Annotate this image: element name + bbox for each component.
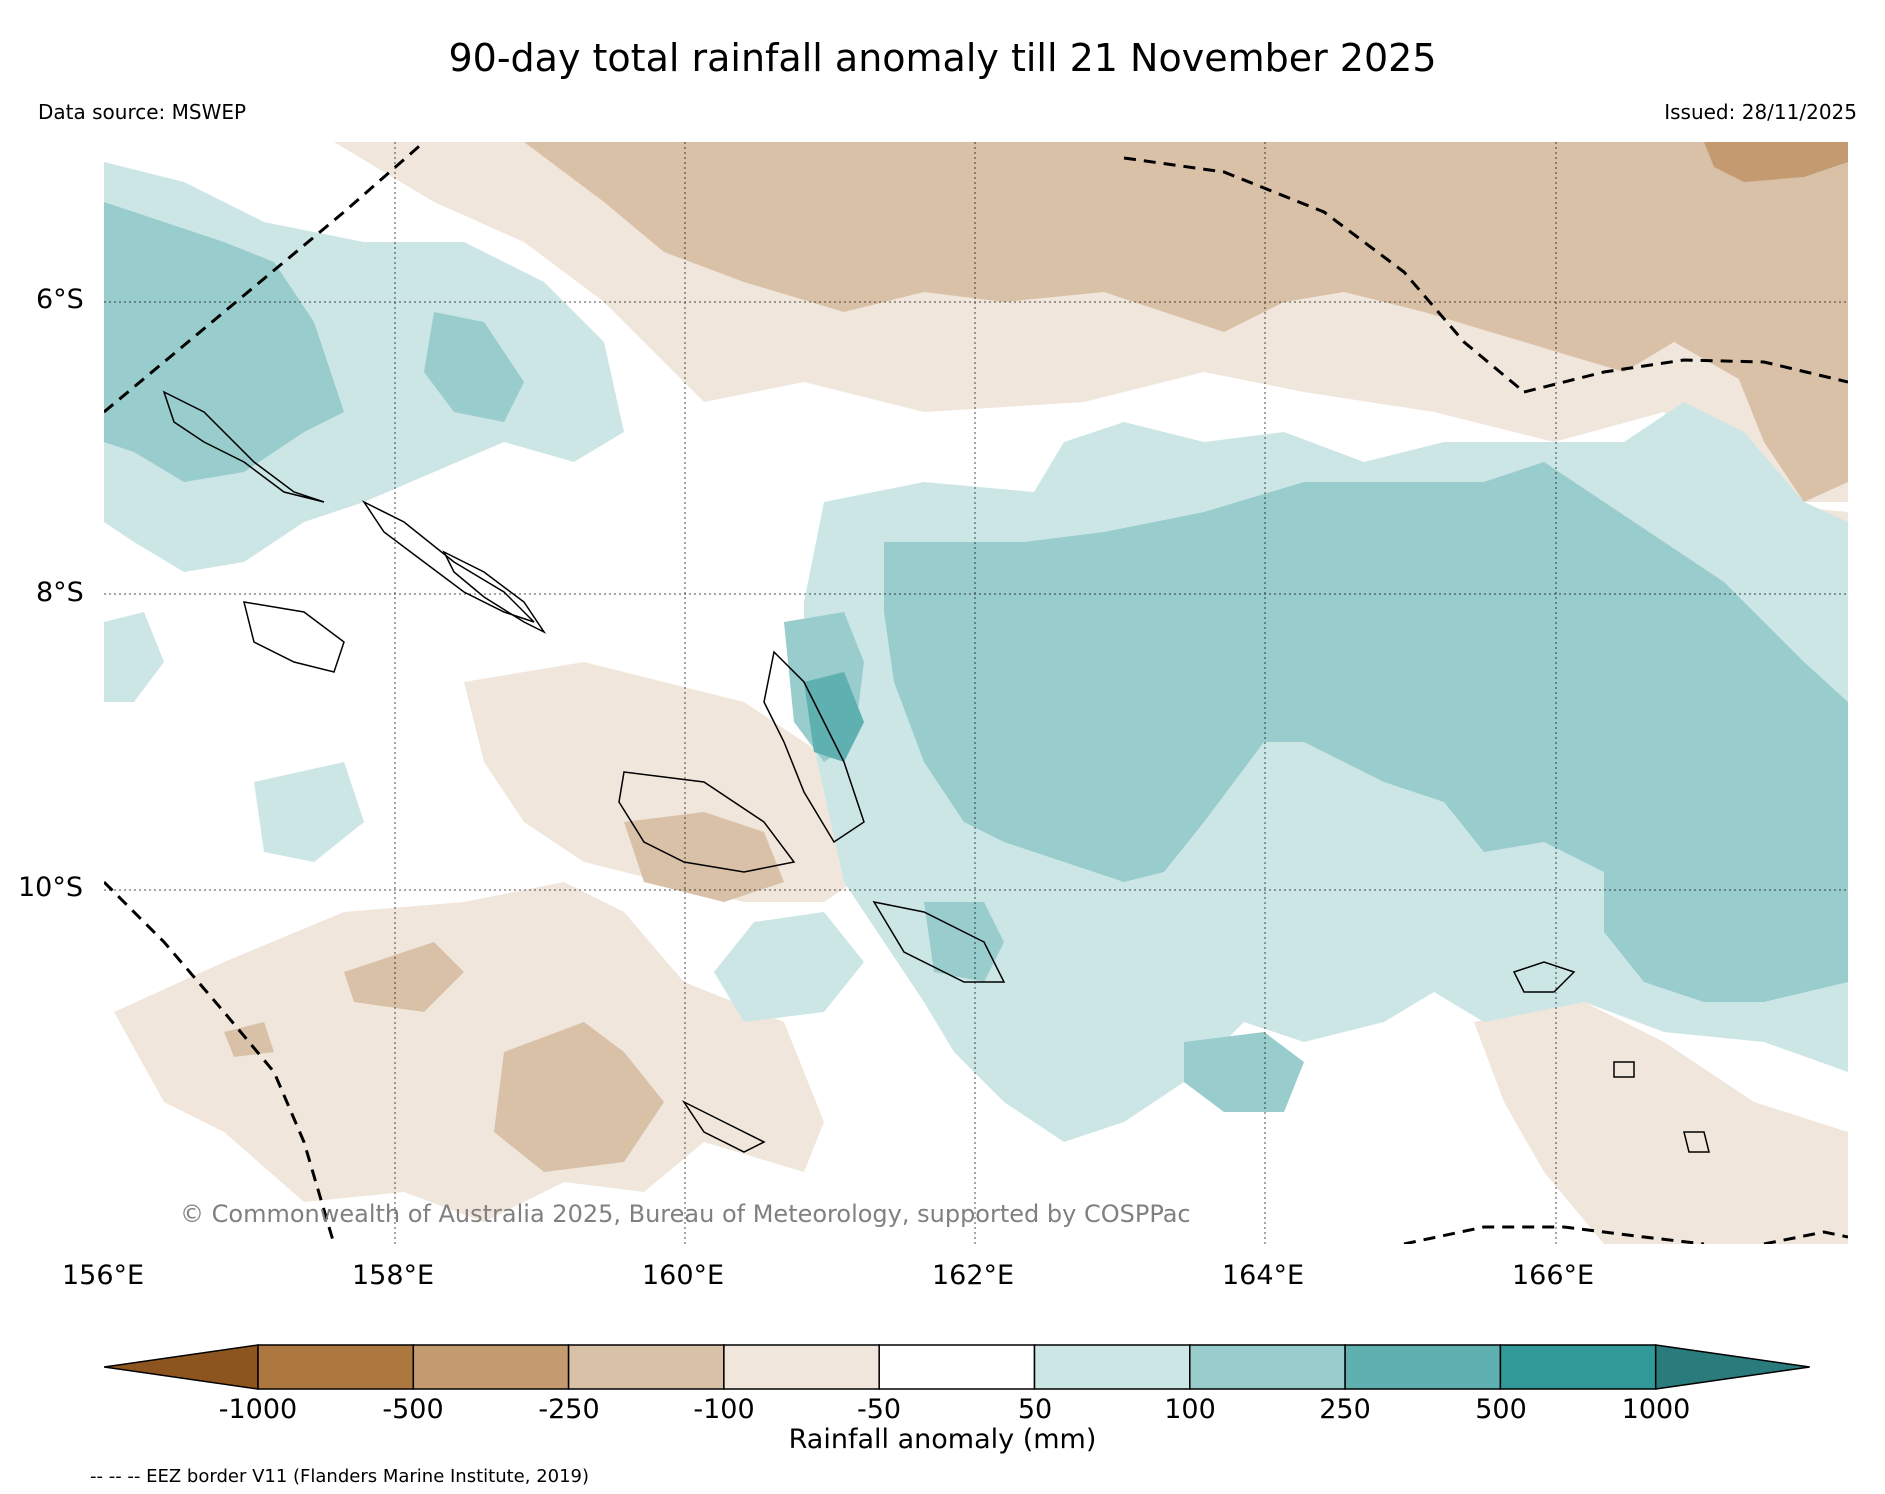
colorbar-segment bbox=[567, 1344, 725, 1390]
region-wet-northwest bbox=[104, 202, 344, 482]
eez-note: -- -- -- EEZ border V11 (Flanders Marine… bbox=[90, 1466, 590, 1487]
region-wet-northwest-2 bbox=[424, 312, 524, 422]
colorbar-tick: -100 bbox=[693, 1394, 755, 1425]
colorbar-segment bbox=[1033, 1344, 1191, 1390]
region-dry-center bbox=[624, 812, 784, 902]
island-bougainville bbox=[162, 390, 325, 503]
colorbar-label: Rainfall anomaly (mm) bbox=[788, 1424, 1097, 1455]
colorbar-segment bbox=[1499, 1344, 1657, 1390]
colorbar-tick: -50 bbox=[856, 1394, 902, 1425]
page-title: 90-day total rainfall anomaly till 21 No… bbox=[448, 36, 1437, 80]
coastlines bbox=[162, 390, 1710, 1153]
eez-border-north bbox=[1123, 156, 1525, 394]
colorbar-svg bbox=[103, 1344, 1810, 1390]
island-santa-cruz-2 bbox=[1613, 1061, 1635, 1078]
colorbar-segment bbox=[878, 1344, 1036, 1390]
colorbar-tick: 100 bbox=[1164, 1394, 1216, 1425]
copyright-notice: © Commonwealth of Australia 2025, Bureau… bbox=[180, 1200, 1191, 1228]
colorbar-arrow-high bbox=[1654, 1344, 1810, 1390]
colorbar-tick: -500 bbox=[382, 1394, 444, 1425]
colorbar-tick: -1000 bbox=[218, 1394, 298, 1425]
island-rennell bbox=[681, 1100, 766, 1153]
colorbar-tick: 1000 bbox=[1621, 1394, 1691, 1425]
region-very-wet-center bbox=[804, 672, 864, 762]
island-santa-isabel bbox=[442, 550, 547, 634]
region-wet-east bbox=[884, 462, 1848, 1002]
island-guadalcanal bbox=[618, 771, 796, 873]
eez-border-southeast bbox=[1403, 1225, 1705, 1244]
eez-border-southwest bbox=[104, 880, 336, 1244]
colorbar-segment bbox=[1344, 1344, 1502, 1390]
colorbar-segment bbox=[723, 1344, 880, 1390]
island-santa-cruz-3 bbox=[1683, 1131, 1710, 1153]
region-light-wet-south bbox=[714, 912, 864, 1022]
region-dry-south-2 bbox=[494, 1022, 664, 1172]
region-dry-north bbox=[524, 142, 1848, 382]
island-new-georgia bbox=[242, 601, 345, 673]
colorbar-tick: 500 bbox=[1475, 1394, 1527, 1425]
lon-label-162e: 162°E bbox=[932, 1260, 1015, 1291]
colorbar-scale bbox=[103, 1342, 1814, 1396]
region-dry-northeast bbox=[1724, 342, 1848, 502]
eez-border-northwest bbox=[104, 142, 425, 414]
issued-date: Issued: 28/11/2025 bbox=[1664, 100, 1857, 124]
colorbar-segment bbox=[412, 1344, 570, 1390]
colorbar-tick: 250 bbox=[1319, 1394, 1371, 1425]
island-makira bbox=[872, 900, 1006, 983]
region-wet-southeast bbox=[1184, 1032, 1304, 1112]
colorbar-tick: -250 bbox=[538, 1394, 600, 1425]
data-source: Data source: MSWEP bbox=[38, 100, 247, 124]
region-dry-south-1 bbox=[344, 942, 464, 1012]
region-light-wet-southwest bbox=[254, 762, 364, 862]
colorbar-segment bbox=[1189, 1344, 1346, 1390]
lat-label-10s: 10°S bbox=[18, 872, 83, 903]
colorbar-arrow-low bbox=[103, 1344, 259, 1390]
gridlines bbox=[104, 142, 1848, 1244]
region-light-dry-south bbox=[114, 882, 824, 1222]
eez-border-southeast-2 bbox=[1763, 1230, 1848, 1244]
island-choiseul bbox=[361, 500, 535, 623]
rainfall-anomaly-map: © Commonwealth of Australia 2025, Bureau… bbox=[104, 142, 1848, 1244]
lon-label-158e: 158°E bbox=[352, 1260, 435, 1291]
island-santa-cruz-1 bbox=[1512, 961, 1576, 993]
lat-label-8s: 8°S bbox=[36, 577, 84, 608]
eez-borders bbox=[104, 142, 1848, 1244]
region-light-wet-west bbox=[104, 612, 164, 702]
lon-label-156e: 156°E bbox=[62, 1260, 145, 1291]
island-malaita bbox=[763, 650, 865, 844]
lon-label-164e: 164°E bbox=[1222, 1260, 1305, 1291]
region-very-dry-northeast bbox=[1704, 142, 1848, 182]
lon-label-160e: 160°E bbox=[642, 1260, 725, 1291]
lat-label-6s: 6°S bbox=[36, 284, 84, 315]
eez-border-east bbox=[1523, 358, 1848, 394]
colorbar-segment bbox=[257, 1344, 415, 1390]
map-canvas bbox=[104, 142, 1848, 1244]
region-dry-west bbox=[224, 1022, 274, 1057]
colorbar-tick: 50 bbox=[1017, 1394, 1053, 1425]
lon-label-166e: 166°E bbox=[1512, 1260, 1595, 1291]
region-light-dry-southeast bbox=[1474, 1002, 1848, 1244]
